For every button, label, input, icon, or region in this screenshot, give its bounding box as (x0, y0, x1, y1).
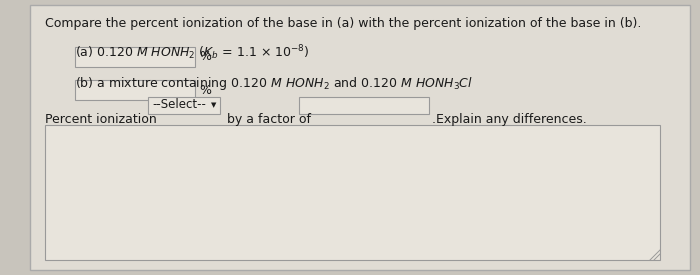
Text: Compare the percent ionization of the base in (a) with the percent ionization of: Compare the percent ionization of the ba… (45, 17, 641, 30)
Text: %: % (199, 84, 211, 97)
Text: by a factor of: by a factor of (223, 113, 311, 126)
Text: %: % (199, 51, 211, 64)
FancyBboxPatch shape (45, 125, 660, 260)
Text: --Select--: --Select-- (152, 98, 206, 111)
FancyBboxPatch shape (30, 5, 690, 270)
Text: Percent ionization: Percent ionization (45, 113, 157, 126)
FancyBboxPatch shape (75, 80, 195, 100)
Text: ▼: ▼ (211, 102, 216, 108)
FancyBboxPatch shape (299, 97, 429, 114)
Text: (b) a mixture containing 0.120 $M$ $HONH_2$ and 0.120 $M$ $HONH_3Cl$: (b) a mixture containing 0.120 $M$ $HONH… (75, 75, 473, 92)
Text: .Explain any differences.: .Explain any differences. (432, 113, 587, 126)
Text: (a) 0.120 $M$ $HONH_2$ ($K_b$ = 1.1 $\times$ 10$^{-8}$): (a) 0.120 $M$ $HONH_2$ ($K_b$ = 1.1 $\ti… (75, 43, 309, 62)
FancyBboxPatch shape (75, 47, 195, 67)
FancyBboxPatch shape (148, 97, 220, 114)
